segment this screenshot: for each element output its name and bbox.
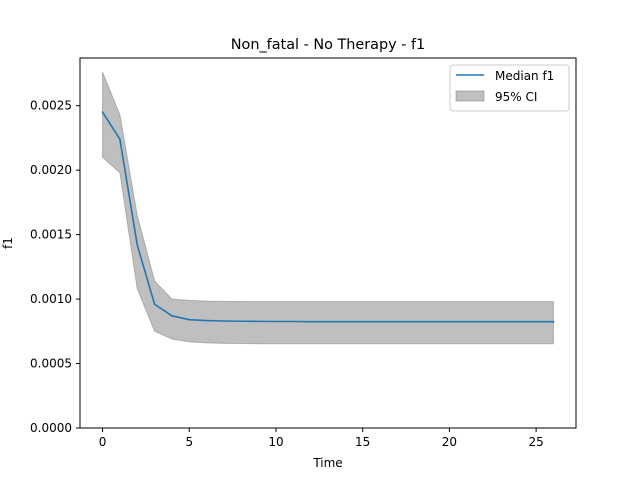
x-tick-label: 25: [528, 435, 543, 449]
legend-median-label: Median f1: [495, 69, 554, 83]
legend-ci-label: 95% CI: [495, 90, 537, 104]
x-tick-label: 15: [355, 435, 370, 449]
y-axis-label: f1: [1, 237, 15, 249]
chart-title: Non_fatal - No Therapy - f1: [231, 37, 425, 53]
y-tick-label: 0.0000: [30, 421, 72, 435]
ci-band: [102, 71, 554, 345]
y-tick-label: 0.0015: [30, 228, 72, 242]
x-tick-label: 20: [442, 435, 457, 449]
legend: Median f1 95% CI: [449, 64, 570, 112]
axes-frame: [79, 57, 577, 429]
y-axis-ticks: 0.0000 0.0005 0.0010 0.0015 0.0020 0.0025: [30, 99, 80, 435]
legend-ci-swatch: [455, 90, 485, 102]
median-line: [101, 111, 555, 323]
x-axis-label: Time: [312, 456, 342, 470]
plot-area: [101, 71, 555, 345]
y-tick-label: 0.0020: [30, 163, 72, 177]
y-tick-label: 0.0025: [30, 99, 72, 113]
x-tick-label: 5: [185, 435, 193, 449]
y-tick-label: 0.0005: [30, 357, 72, 371]
y-tick-label: 0.0010: [30, 292, 72, 306]
x-tick-label: 10: [268, 435, 283, 449]
x-tick-label: 0: [99, 435, 107, 449]
x-axis-ticks: 0 5 10 15 20 25: [99, 428, 544, 449]
